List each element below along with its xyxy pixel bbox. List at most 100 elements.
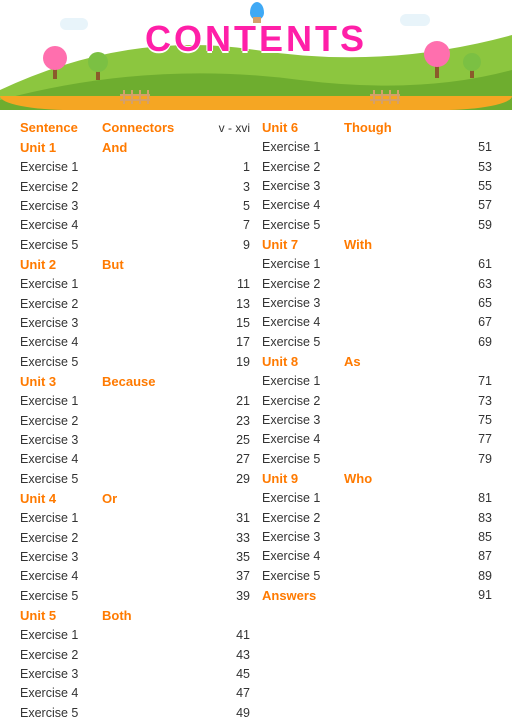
exercise-row: Exercise 427	[20, 450, 250, 469]
exercise-row: Exercise 355	[262, 177, 492, 196]
unit-heading: Unit 7With	[262, 235, 492, 255]
exercise-row: Exercise 283	[262, 509, 492, 528]
exercise-label: Exercise 4	[262, 313, 462, 332]
exercise-label: Exercise 5	[262, 333, 462, 352]
exercise-row: Exercise 213	[20, 295, 250, 314]
exercise-label: Exercise 1	[20, 509, 220, 528]
exercise-label: Exercise 5	[262, 216, 462, 235]
page-number: 61	[462, 255, 492, 274]
unit-heading: Unit 4Or	[20, 489, 250, 509]
exercise-label: Exercise 3	[262, 528, 462, 547]
page-number: 19	[220, 353, 250, 372]
page-number: 37	[220, 567, 250, 586]
exercise-label: Exercise 4	[20, 216, 220, 235]
ground-border	[0, 96, 512, 110]
unit-heading: Unit 5Both	[20, 606, 250, 626]
connector-label: Connectors	[102, 118, 219, 138]
exercise-label: Exercise 4	[20, 333, 220, 352]
left-column: SentenceConnectorsv - xviUnit 1AndExerci…	[20, 118, 250, 723]
fence-icon	[370, 90, 400, 104]
exercise-row: Exercise 375	[262, 411, 492, 430]
exercise-label: Exercise 5	[20, 470, 220, 489]
exercise-row: Exercise 487	[262, 547, 492, 566]
exercise-label: Exercise 3	[262, 177, 462, 196]
page-number: 51	[462, 138, 492, 157]
unit-heading: Unit 2But	[20, 255, 250, 275]
page-number: 21	[220, 392, 250, 411]
unit-label: Unit 1	[20, 138, 102, 158]
exercise-row: Exercise 315	[20, 314, 250, 333]
exercise-row: Exercise 569	[262, 333, 492, 352]
exercise-row: Exercise 161	[262, 255, 492, 274]
unit-heading: Unit 8As	[262, 352, 492, 372]
page-number: 17	[220, 333, 250, 352]
exercise-label: Exercise 3	[20, 197, 220, 216]
exercise-label: Exercise 1	[262, 372, 462, 391]
page-number: 71	[462, 372, 492, 391]
connector-label: Both	[102, 606, 250, 626]
exercise-row: Exercise 529	[20, 470, 250, 489]
unit-heading: Unit 9Who	[262, 469, 492, 489]
connector-label: Because	[102, 372, 250, 392]
exercise-row: Exercise 11	[20, 158, 250, 177]
connector-label: As	[344, 352, 492, 372]
exercise-label: Exercise 5	[262, 567, 462, 586]
exercise-label: Exercise 1	[20, 626, 220, 645]
exercise-label: Exercise 3	[20, 431, 220, 450]
exercise-row: Exercise 273	[262, 392, 492, 411]
exercise-label: Exercise 2	[262, 509, 462, 528]
page-number: 59	[462, 216, 492, 235]
page-number: 41	[220, 626, 250, 645]
right-column: Unit 6ThoughExercise 151Exercise 253Exer…	[262, 118, 492, 723]
page-number: 81	[462, 489, 492, 508]
exercise-row: Exercise 151	[262, 138, 492, 157]
page-number: 23	[220, 412, 250, 431]
page-number: 87	[462, 547, 492, 566]
connector-label: With	[344, 235, 492, 255]
page-title: CONTENTS	[0, 18, 512, 60]
page-range: v - xvi	[219, 119, 250, 138]
exercise-row: Exercise 59	[20, 236, 250, 255]
page-number: 3	[220, 178, 250, 197]
unit-label: Unit 9	[262, 469, 344, 489]
page-number: 43	[220, 646, 250, 665]
exercise-row: Exercise 457	[262, 196, 492, 215]
page-number: 7	[220, 216, 250, 235]
page-number: 1	[220, 158, 250, 177]
exercise-row: Exercise 519	[20, 353, 250, 372]
exercise-row: Exercise 559	[262, 216, 492, 235]
unit-heading: Unit 6Though	[262, 118, 492, 138]
exercise-row: Exercise 579	[262, 450, 492, 469]
exercise-row: Exercise 335	[20, 548, 250, 567]
page-number: 77	[462, 430, 492, 449]
page-number: 75	[462, 411, 492, 430]
page-number: 49	[220, 704, 250, 723]
exercise-label: Exercise 3	[20, 665, 220, 684]
exercise-row: Exercise 589	[262, 567, 492, 586]
page-number: 25	[220, 431, 250, 450]
page-number: 55	[462, 177, 492, 196]
unit-label: Unit 2	[20, 255, 102, 275]
page-number: 35	[220, 548, 250, 567]
exercise-label: Exercise 5	[20, 236, 220, 255]
page-number: 69	[462, 333, 492, 352]
unit-label: Unit 8	[262, 352, 344, 372]
exercise-label: Exercise 1	[262, 489, 462, 508]
page-number: 31	[220, 509, 250, 528]
unit-heading: Unit 3Because	[20, 372, 250, 392]
exercise-label: Exercise 4	[262, 547, 462, 566]
exercise-label: Exercise 3	[20, 314, 220, 333]
exercise-row: Exercise 345	[20, 665, 250, 684]
exercise-row: Exercise 467	[262, 313, 492, 332]
page-number: 79	[462, 450, 492, 469]
exercise-row: Exercise 243	[20, 646, 250, 665]
page-number: 27	[220, 450, 250, 469]
fence-icon	[120, 90, 150, 104]
exercise-label: Exercise 2	[20, 178, 220, 197]
exercise-label: Exercise 5	[20, 587, 220, 606]
page-number: 57	[462, 196, 492, 215]
connector-label: Who	[344, 469, 492, 489]
exercise-label: Exercise 2	[20, 646, 220, 665]
banner: CONTENTS	[0, 0, 512, 110]
exercise-row: Exercise 417	[20, 333, 250, 352]
